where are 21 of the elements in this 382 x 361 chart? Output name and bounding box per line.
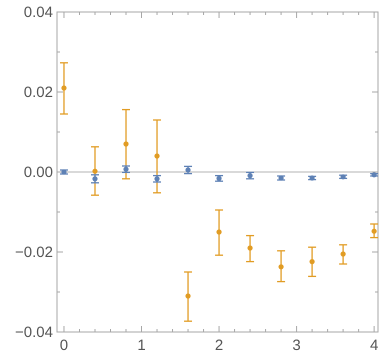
point — [92, 168, 98, 174]
y-tick-label: −0.04 — [15, 324, 53, 341]
point — [154, 153, 160, 159]
point — [247, 245, 253, 251]
point — [340, 251, 346, 257]
point — [185, 293, 191, 299]
x-tick-label: 1 — [137, 337, 146, 354]
y-tick-label: 0.04 — [24, 4, 53, 21]
point — [216, 229, 222, 235]
y-tick-label: −0.02 — [15, 244, 53, 261]
x-tick-label: 4 — [370, 337, 378, 354]
x-tick-label: 3 — [292, 337, 301, 354]
x-tick-label: 0 — [60, 337, 68, 354]
point — [278, 264, 284, 270]
point — [309, 259, 315, 264]
x-tick-label: 2 — [214, 337, 224, 354]
point — [372, 228, 377, 234]
point — [61, 85, 67, 91]
y-tick-label: 0.02 — [24, 84, 53, 101]
point — [123, 141, 129, 147]
y-tick-label: 0.00 — [24, 164, 53, 181]
